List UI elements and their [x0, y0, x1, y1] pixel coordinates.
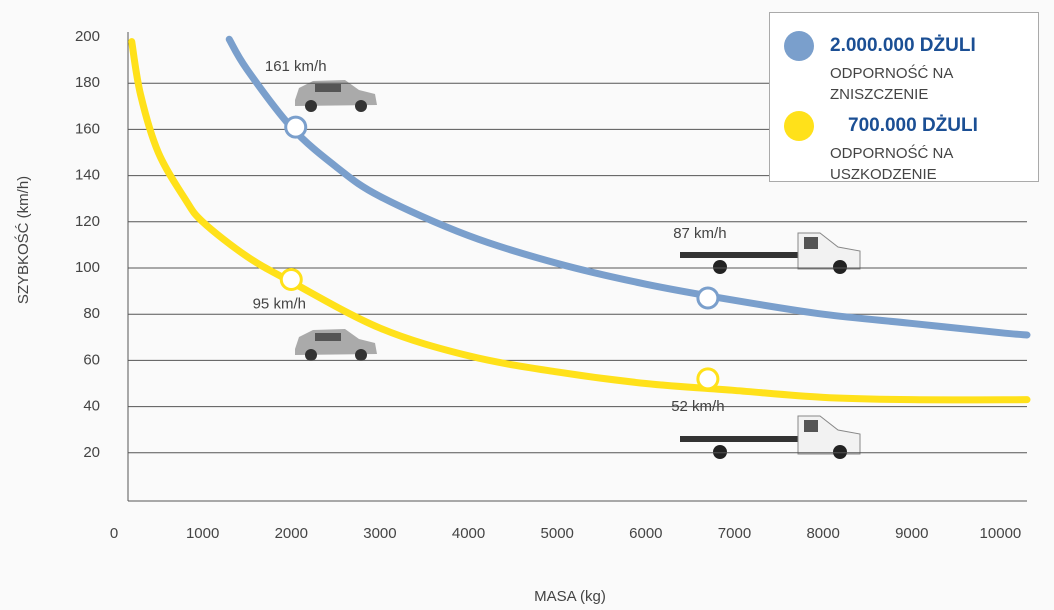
y-tick-label: 200	[75, 28, 100, 45]
x-tick-label: 3000	[363, 525, 396, 542]
legend-name: 700.000 DŻULI	[848, 115, 978, 136]
legend: 2.000.000 DŻULI ODPORNOŚĆ NA ZNISZCZENIE 7…	[769, 12, 1039, 183]
legend-description: ODPORNOŚĆ NA ZNISZCZENIE	[830, 65, 953, 103]
y-tick-label: 20	[83, 444, 100, 461]
x-tick-label: 8000	[806, 525, 839, 542]
legend-swatch	[784, 111, 814, 141]
y-tick-label: 100	[75, 259, 100, 276]
highlight-label: 95 km/h	[253, 296, 306, 313]
highlight-marker	[279, 268, 303, 292]
series-line	[128, 38, 1031, 404]
y-tick-label: 40	[83, 398, 100, 415]
x-tick-label: 9000	[895, 525, 928, 542]
x-tick-label: 6000	[629, 525, 662, 542]
y-tick-label: 180	[75, 74, 100, 91]
y-axis-label: SZYBKOŚĆ (km/h)	[14, 176, 32, 304]
x-tick-label: 5000	[541, 525, 574, 542]
x-tick-label: 2000	[275, 525, 308, 542]
x-tick-label: 0	[110, 525, 118, 542]
x-tick-label: 4000	[452, 525, 485, 542]
y-tick-label: 60	[83, 351, 100, 368]
highlight-label: 161 km/h	[265, 58, 327, 75]
legend-name: 2.000.000 DŻULI	[830, 35, 976, 56]
y-tick-label: 160	[75, 120, 100, 137]
x-tick-label: 10000	[980, 525, 1022, 542]
x-tick-label: 1000	[186, 525, 219, 542]
y-tick-label: 140	[75, 167, 100, 184]
y-tick-label: 120	[75, 213, 100, 230]
y-tick-label: 80	[83, 305, 100, 322]
highlight-label: 87 km/h	[673, 225, 726, 242]
highlight-label: 52 km/h	[671, 398, 724, 415]
highlight-marker	[696, 286, 720, 310]
highlight-marker	[284, 115, 308, 139]
legend-swatch	[784, 31, 814, 61]
legend-description: ODPORNOŚĆ NA USZKODZENIE	[830, 145, 953, 183]
x-tick-label: 7000	[718, 525, 751, 542]
highlight-marker	[696, 367, 720, 391]
vehicle-icons	[295, 80, 861, 459]
x-axis-label: MASA (kg)	[534, 588, 606, 605]
